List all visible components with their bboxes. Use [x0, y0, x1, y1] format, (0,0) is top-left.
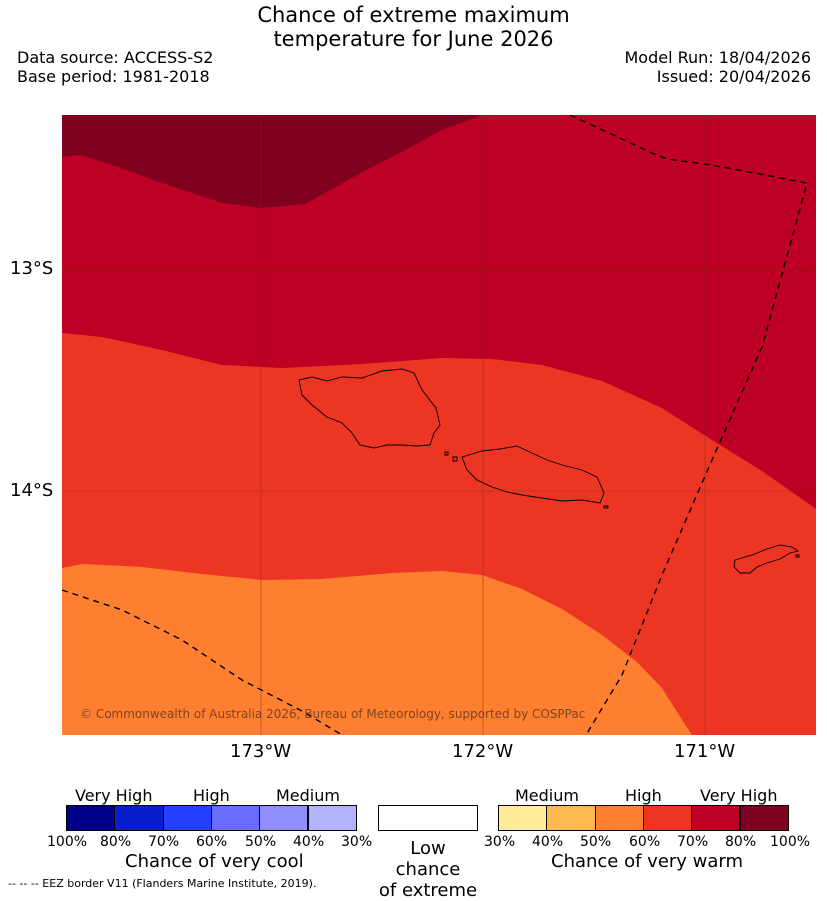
map-title: Chance of extreme maximum temperature fo…	[0, 3, 827, 51]
legend-cool-tick: 70%	[148, 834, 180, 850]
legend-warm-swatch-2	[594, 805, 644, 831]
title-line-2: temperature for June 2026	[273, 27, 554, 51]
run-info: Model Run: 18/04/2026 Issued: 20/04/2026	[625, 48, 812, 86]
legend-warm-cat-very-high: Very High	[700, 786, 778, 805]
legend-cool-caption: Chance of very cool	[125, 851, 304, 872]
eez-border-south-west	[62, 589, 343, 735]
legend-cool-tick: 80%	[100, 834, 132, 850]
island-aunuu	[795, 554, 800, 558]
legend-cool-cat-high: High	[193, 786, 230, 805]
island-tutuila	[733, 544, 800, 574]
island-manono	[444, 451, 449, 456]
lon-label-173w: 173°W	[230, 741, 292, 762]
lon-label-171w: 171°W	[674, 741, 736, 762]
legend-warm-tick: 70%	[677, 834, 709, 850]
forecast-map[interactable]	[62, 115, 816, 735]
legend-warm-cat-medium: Medium	[515, 786, 579, 805]
legend-warm-swatch-3	[642, 805, 693, 831]
land-outlines	[298, 368, 800, 574]
legend-warm-tick: 30%	[484, 834, 516, 850]
legend-cool-tick: 100%	[47, 834, 88, 850]
legend-warm-swatch-0	[498, 805, 548, 831]
legend-neutral-caption-line-1: Low chance	[395, 838, 461, 880]
legend-cool-swatch-3	[210, 805, 261, 831]
legend-warm-tick: 100%	[770, 834, 811, 850]
legend-warm-cat-high: High	[625, 786, 662, 805]
legend-warm-swatch-1	[546, 805, 596, 831]
legend-cool-swatch-0	[66, 805, 116, 831]
legend-neutral-box	[378, 805, 478, 831]
legend-cool-tick: 30%	[341, 834, 373, 850]
legend-cool-tick: 50%	[245, 834, 277, 850]
island-savaii	[298, 368, 441, 449]
lat-label-13s: 13°S	[10, 258, 54, 279]
data-source: Data source: ACCESS-S2	[17, 48, 214, 67]
title-line-1: Chance of extreme maximum	[257, 3, 570, 27]
island-nuutele	[603, 505, 609, 509]
legend-warm-tick: 40%	[532, 834, 564, 850]
graticule	[62, 115, 816, 735]
legend-warm-tick: 80%	[725, 834, 757, 850]
legend-cool-cat-medium: Medium	[276, 786, 340, 805]
legend-warm-tick: 50%	[580, 834, 612, 850]
legend-cool-tick: 40%	[293, 834, 325, 850]
legend-cool-swatch-4	[259, 805, 309, 831]
eez-borders	[62, 115, 808, 735]
legend-cool-swatch-5	[307, 805, 357, 831]
legend-warm-caption: Chance of very warm	[551, 851, 744, 872]
source-info: Data source: ACCESS-S2 Base period: 1981…	[17, 48, 213, 86]
legend-cool-cat-very-high: Very High	[75, 786, 153, 805]
region-very-high-warm-dark	[62, 115, 482, 208]
legend-cool-tick: 60%	[196, 834, 228, 850]
copyright-notice: © Commonwealth of Australia 2026, Bureau…	[80, 707, 586, 721]
issued-date: Issued: 20/04/2026	[656, 67, 811, 86]
lat-label-14s: 14°S	[10, 480, 54, 501]
model-run: Model Run: 18/04/2026	[624, 48, 812, 67]
legend-neutral-caption-line-2: of extreme	[378, 880, 478, 901]
island-upolu	[461, 445, 605, 504]
lon-label-172w: 172°W	[452, 741, 514, 762]
region-medium-high-warm	[62, 564, 692, 735]
legend-warm-swatch-4	[691, 805, 741, 831]
legend-cool-swatch-1	[114, 805, 164, 831]
legend-neutral-caption: Low chance of extreme	[376, 838, 480, 901]
legend-cool-swatch-2	[162, 805, 212, 831]
island-apolima	[452, 456, 458, 462]
eez-footnote: -- -- -- EEZ border V11 (Flanders Marine…	[8, 877, 317, 890]
base-period: Base period: 1981-2018	[17, 67, 210, 86]
legend-warm-tick: 60%	[629, 834, 661, 850]
legend-warm-swatch-5	[739, 805, 789, 831]
eez-border-north-east	[569, 115, 808, 735]
